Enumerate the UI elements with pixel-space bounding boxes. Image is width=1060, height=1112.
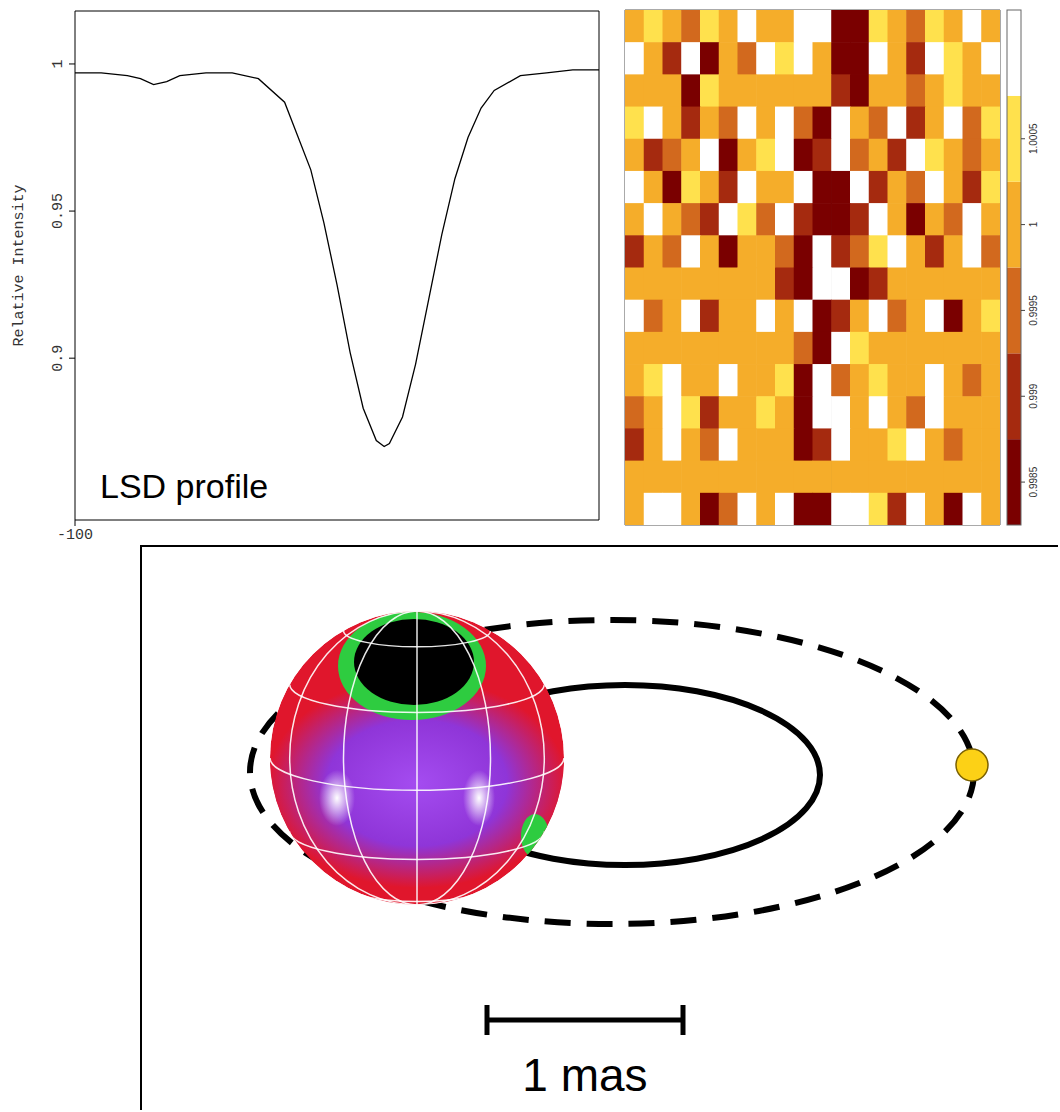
html-text:LSD profile: LSD profile — [100, 467, 269, 505]
svg-text:1: 1 — [1028, 221, 1039, 227]
svg-text:0.9985: 0.9985 — [1028, 466, 1039, 497]
svg-text:Relative Intensity: Relative Intensity — [11, 184, 28, 346]
svg-text:1.0005: 1.0005 — [1028, 123, 1039, 154]
svg-text:0.95: 0.95 — [50, 193, 67, 229]
svg-text:1 mas: 1 mas — [522, 1049, 647, 1101]
svg-text:-100: -100 — [57, 527, 93, 544]
svg-text:1: 1 — [50, 59, 67, 68]
svg-text:0.999: 0.999 — [1028, 383, 1039, 408]
svg-text:0.9: 0.9 — [50, 345, 67, 372]
svg-text:0.9995: 0.9995 — [1028, 295, 1039, 326]
